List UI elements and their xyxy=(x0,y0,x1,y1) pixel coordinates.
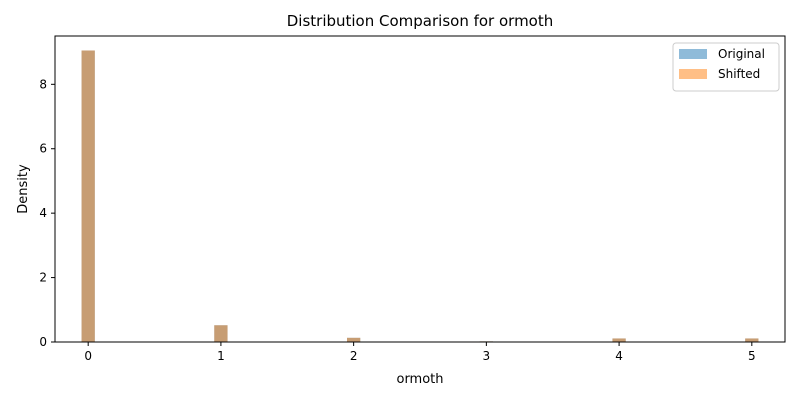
plot-frame xyxy=(54,35,786,343)
bar-shifted-1 xyxy=(214,325,228,342)
chart-title: Distribution Comparison for ormoth xyxy=(287,12,554,30)
bar-shifted-0 xyxy=(81,50,95,343)
bars-layer xyxy=(81,50,759,343)
legend-swatch-original xyxy=(679,49,707,59)
legend-label-shifted: Shifted xyxy=(718,67,760,81)
legend: Original Shifted xyxy=(672,42,780,92)
y-axis-label: Density xyxy=(16,164,31,214)
ticks-layer: 0 1 2 3 4 5 0 2 4 6 8 xyxy=(39,77,755,363)
x-tick-label-2: 2 xyxy=(350,349,358,363)
x-tick-label-3: 3 xyxy=(483,349,491,363)
bar-shifted-4 xyxy=(612,338,626,342)
y-tick-label-2: 2 xyxy=(39,271,47,285)
legend-label-original: Original xyxy=(718,47,765,61)
x-axis-label: ormoth xyxy=(396,372,443,387)
y-tick-label-0: 0 xyxy=(39,335,47,349)
y-tick-label-4: 4 xyxy=(39,206,47,220)
x-tick-label-5: 5 xyxy=(748,349,756,363)
x-tick-label-0: 0 xyxy=(84,349,92,363)
y-tick-label-8: 8 xyxy=(39,77,47,91)
bar-shifted-2 xyxy=(347,337,361,342)
legend-swatch-shifted xyxy=(679,69,707,79)
bar-shifted-5 xyxy=(745,338,759,342)
x-tick-label-4: 4 xyxy=(615,349,623,363)
x-tick-label-1: 1 xyxy=(217,349,225,363)
y-tick-label-6: 6 xyxy=(39,142,47,156)
legend-items: Original Shifted xyxy=(679,47,765,81)
